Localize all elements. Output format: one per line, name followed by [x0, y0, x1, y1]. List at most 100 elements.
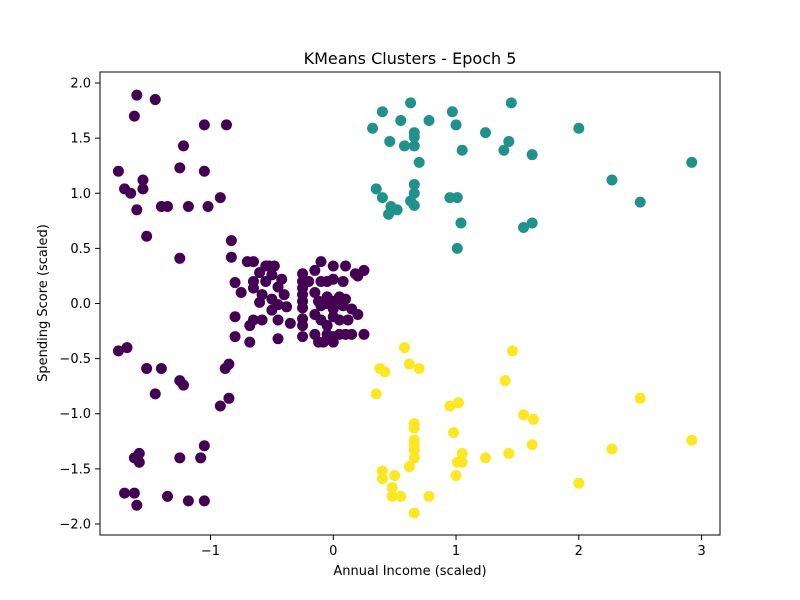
cluster-0-point — [225, 235, 237, 247]
y-tick-label: 0.5 — [70, 242, 91, 257]
cluster-2-point — [389, 469, 401, 481]
cluster-0-point — [284, 317, 296, 329]
cluster-2-point — [379, 366, 391, 378]
cluster-0-point — [281, 301, 293, 313]
cluster-0-point — [272, 281, 284, 293]
cluster-0-point — [297, 320, 309, 332]
cluster-1-point — [451, 242, 463, 254]
cluster-2-point — [386, 490, 398, 502]
cluster-0-point — [174, 452, 186, 464]
y-axis: −2.0 −1.5 −1.0 −0.5 0.0 0.5 1.0 1.5 2.0 — [59, 77, 100, 532]
cluster-1-point — [408, 140, 420, 152]
cluster-2-point — [573, 477, 585, 489]
cluster-0-point — [297, 331, 309, 343]
cluster-2-point — [408, 444, 420, 456]
cluster-0-point — [131, 499, 143, 511]
cluster-2-point — [686, 434, 698, 446]
cluster-2-point — [456, 447, 468, 459]
cluster-1-point — [456, 144, 468, 156]
cluster-0-point — [315, 300, 327, 312]
x-tick-label: 3 — [697, 544, 705, 559]
cluster-2-point — [499, 375, 511, 387]
cluster-0-point — [358, 264, 370, 276]
cluster-2-point — [370, 388, 382, 400]
cluster-0-point — [244, 320, 256, 332]
cluster-0-point — [128, 110, 140, 122]
cluster-1-point — [686, 156, 698, 168]
cluster-1-point — [606, 174, 618, 186]
points-layer — [112, 89, 698, 519]
cluster-0-point — [141, 363, 153, 375]
cluster-0-point — [112, 345, 124, 357]
cluster-2-point — [448, 426, 460, 438]
cluster-0-point — [131, 89, 143, 101]
cluster-0-point — [327, 336, 339, 348]
cluster-2-point — [398, 342, 410, 354]
cluster-0-point — [141, 230, 153, 242]
cluster-1-point — [573, 122, 585, 134]
cluster-0-point — [128, 487, 140, 499]
cluster-0-point — [327, 273, 339, 285]
cluster-2-point — [444, 400, 456, 412]
y-tick-label: −2.0 — [59, 517, 91, 532]
cluster-1-point — [413, 156, 425, 168]
x-tick-label: 2 — [575, 544, 583, 559]
cluster-0-point — [235, 286, 247, 298]
cluster-2-point — [518, 409, 530, 421]
cluster-0-point — [268, 260, 280, 272]
cluster-0-point — [309, 286, 321, 298]
cluster-0-point — [214, 192, 226, 204]
cluster-0-point — [162, 200, 174, 212]
chart-title: KMeans Clusters - Epoch 5 — [304, 49, 517, 68]
cluster-1-point — [384, 135, 396, 147]
cluster-0-point — [272, 333, 284, 345]
cluster-2-point — [503, 447, 515, 459]
cluster-0-point — [333, 314, 345, 326]
cluster-1-point — [370, 183, 382, 195]
cluster-0-point — [337, 300, 349, 312]
cluster-1-point — [408, 131, 420, 143]
cluster-0-point — [337, 275, 349, 287]
y-axis-label: Spending Score (scaled) — [36, 224, 51, 382]
cluster-1-point — [376, 192, 388, 204]
cluster-1-point — [408, 199, 420, 211]
cluster-0-point — [229, 311, 241, 323]
cluster-2-point — [408, 452, 420, 464]
cluster-0-point — [137, 183, 149, 195]
cluster-0-point — [125, 187, 137, 199]
cluster-0-point — [254, 267, 266, 279]
cluster-1-point — [634, 196, 646, 208]
cluster-2-point — [403, 358, 415, 370]
cluster-0-point — [133, 456, 145, 468]
cluster-1-point — [518, 221, 530, 233]
cluster-0-point — [137, 174, 149, 186]
cluster-2-point — [507, 345, 519, 357]
cluster-0-point — [352, 309, 364, 321]
cluster-1-point — [480, 127, 491, 139]
cluster-0-point — [198, 119, 210, 131]
cluster-0-point — [327, 303, 339, 315]
x-tick-label: −1 — [201, 544, 220, 559]
cluster-0-point — [256, 314, 268, 326]
cluster-2-point — [386, 482, 398, 494]
cluster-2-point — [408, 507, 420, 519]
cluster-1-point — [455, 217, 467, 229]
cluster-0-point — [182, 200, 194, 212]
cluster-0-point — [321, 320, 333, 332]
y-tick-label: −1.5 — [59, 462, 91, 477]
x-axis-label: Annual Income (scaled) — [333, 564, 486, 579]
cluster-1-point — [423, 115, 435, 126]
cluster-0-point — [149, 388, 161, 400]
cluster-0-point — [247, 256, 259, 268]
cluster-2-point — [527, 413, 539, 425]
cluster-2-point — [408, 422, 420, 434]
cluster-1-point — [450, 119, 462, 131]
cluster-0-point — [340, 260, 352, 272]
cluster-1-point — [395, 115, 407, 126]
cluster-2-point — [634, 392, 646, 404]
cluster-2-point — [456, 456, 468, 468]
cluster-0-point — [266, 304, 278, 316]
cluster-0-point — [247, 282, 259, 294]
cluster-0-point — [177, 140, 189, 152]
